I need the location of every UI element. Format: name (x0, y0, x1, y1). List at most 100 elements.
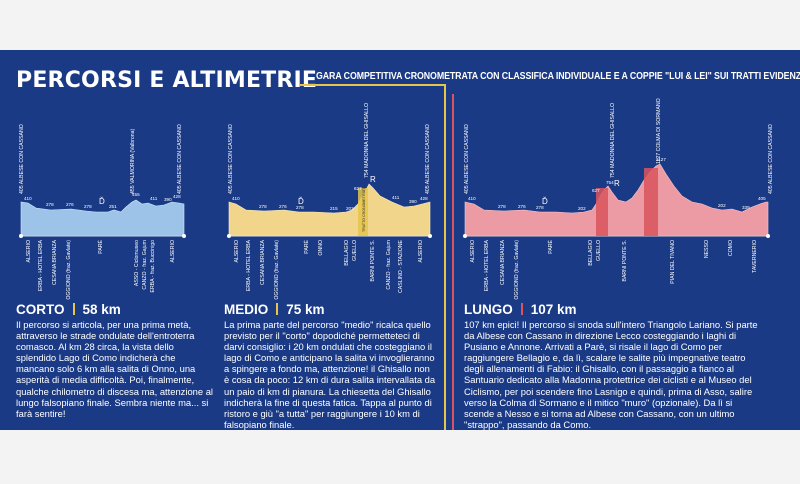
corto-place-9: ALSERIO (170, 240, 176, 263)
medio-timed-section (358, 188, 368, 236)
lungo-place-8: BARNI PONTE S. (622, 240, 628, 282)
medio-place-5: PARÈ (303, 239, 310, 253)
page-title: PERCORSI E ALTIMETRIE (16, 68, 318, 93)
medio-climb-label: TRATTO CRONOMETRATO (362, 186, 366, 232)
corto-place-3: CESANA BRIANZA (52, 239, 58, 285)
connector-line-lungo-v (452, 94, 454, 430)
lungo-place-1: ALSERIO (470, 240, 476, 263)
medio-peak-label: 754 MADONNA DEL GHISALLO (364, 103, 370, 178)
page-subtitle: GARA COMPETITIVA CRONOMETRATA CON CLASSI… (316, 70, 800, 82)
lungo-elev-6: 627 (592, 188, 600, 193)
corto-place-8: ERBA - fraz. Buccinigo (150, 240, 156, 293)
lungo-name: LUNGO (464, 302, 513, 317)
corto-elev-2: 278 (46, 202, 54, 207)
lungo-peak-label: 1127 COLMA DI SORMANO (656, 98, 662, 164)
medio-elev-8: 411 (392, 195, 400, 200)
connector-line-medio-h (300, 84, 445, 86)
lungo-heading: LUNGO 107 km (464, 302, 577, 317)
lungo-end-label: 405 ALBESE CON CASSANO (768, 124, 774, 194)
corto-end-label: 405 ALBESE CON CASSANO (177, 124, 183, 194)
medio-elev-6: 202 (346, 206, 354, 211)
medio-description: La prima parte del percorso "medio" rica… (224, 319, 436, 430)
lungo-elevation-profile: 405 ALBESE CON CASSANO 405 ALBESE CON CA… (463, 98, 774, 300)
lungo-profile-area (464, 163, 769, 237)
lungo-timed-section-2 (644, 168, 658, 236)
medio-elev-7: 627 (354, 186, 362, 191)
lungo-place-12: TAVERNERIO (752, 240, 758, 273)
fountain-icon: Ď (298, 197, 304, 206)
lungo-elev-7: 754 (606, 180, 614, 185)
medio-place-1: ALSERIO (234, 240, 240, 263)
corto-elev-8: 390 (164, 197, 172, 202)
medio-elev-4: 278 (296, 205, 304, 210)
fountain-icon: Ď (99, 197, 105, 206)
corto-place-1: ALSERIO (26, 240, 32, 263)
corto-elev-1: 410 (24, 196, 32, 201)
lungo-place-6: BELLAGIO (588, 240, 594, 266)
medio-elev-3: 276 (279, 204, 287, 209)
medio-name: MEDIO (224, 302, 269, 317)
corto-elev-3: 276 (66, 202, 74, 207)
corto-place-4: OGGIONO (fraz. Gavlate) (66, 240, 72, 300)
lungo-place-11: COMO (728, 240, 734, 256)
lungo-place-7: GUELLO (596, 240, 602, 261)
connector-line-medio-v (444, 84, 446, 430)
lungo-elev-4: 278 (536, 205, 544, 210)
lungo-elev-5: 202 (578, 206, 586, 211)
medio-place-2: ERBA - HOTEL ERBA (246, 239, 252, 291)
corto-start-label: 405 ALBESE CON CASSANO (19, 124, 25, 194)
lungo-place-5: PARÈ (547, 239, 554, 253)
corto-profile-area (20, 199, 185, 237)
lungo-place-2: ERBA - HOTEL ERBA (484, 239, 490, 291)
medio-heading: MEDIO 75 km (224, 302, 325, 317)
medio-place-4: OGGIONO (fraz. Gavlate) (274, 240, 280, 300)
medio-place-12: ALSERIO (418, 240, 424, 263)
medio-elev-1: 410 (232, 196, 240, 201)
lungo-distance: 107 km (530, 302, 577, 317)
fountain-icon: Ď (542, 197, 548, 206)
lungo-place-10: NESSO (704, 240, 710, 258)
medio-elev-2: 278 (259, 204, 267, 209)
medio-place-6: ONNO (318, 240, 324, 256)
medio-place-10: CANZO - fraz. Gajum (386, 240, 392, 290)
medio-place-3: CESANA BRIANZA (260, 239, 266, 285)
corto-place-5: PARÈ (97, 239, 104, 253)
corto-place-2: ERBA - HOTEL ERBA (38, 239, 44, 291)
medio-place-7: BELLAGIO (344, 240, 350, 266)
corto-place-7: CANZO - fraz. Gajum (142, 240, 148, 290)
medio-elevation-profile: 405 ALBESE CON CASSANO 405 ALBESE CON CA… (227, 103, 432, 300)
lungo-peak2-label: 754 MADONNA DEL GHISALLO (610, 103, 616, 178)
refreshment-icon: R (370, 175, 376, 184)
lungo-elev-10: 339 (742, 205, 750, 210)
corto-elevation-profile: 405 ALBESE CON CASSANO 405 ALBESE CON CA… (19, 124, 186, 300)
medio-start-label: 405 ALBESE CON CASSANO (228, 124, 234, 194)
corto-peak-label: 455 VALMORINA (Valbrona) (130, 128, 136, 194)
lungo-place-9: PIAN DEL TIVANO (670, 240, 676, 284)
lungo-description: 107 km epici! Il percorso si snoda sull'… (464, 319, 758, 430)
corto-elev-7: 411 (150, 196, 158, 201)
refreshment-icon: R (614, 179, 620, 188)
medio-elev-5: 215 (330, 206, 338, 211)
lungo-elev-8: 1127 (656, 157, 666, 162)
corto-name: CORTO (16, 302, 65, 317)
medio-end-label: 405 ALBESE CON CASSANO (425, 124, 431, 194)
lungo-start-label: 405 ALBESE CON CASSANO (464, 124, 470, 194)
corto-elev-4: 278 (84, 204, 92, 209)
lungo-elev-2: 278 (498, 204, 506, 209)
medio-place-9: BARNI PONTE S. (370, 240, 376, 282)
lungo-elev-3: 276 (518, 204, 526, 209)
medio-place-11: CASLINO - STAZIONE (398, 239, 404, 292)
corto-description: Il percorso si articola, per una prima m… (16, 319, 213, 419)
lungo-place-3: CESANA BRIANZA (500, 239, 506, 285)
lungo-elev-11: 405 (758, 196, 766, 201)
medio-place-8: GUELLO (352, 240, 358, 261)
lungo-elev-1: 410 (468, 196, 476, 201)
lungo-elev-9: 202 (718, 203, 726, 208)
medio-elev-10: 428 (420, 196, 428, 201)
medio-elev-9: 390 (409, 199, 417, 204)
lungo-place-4: OGGIONO (fraz. Gavlate) (514, 240, 520, 300)
corto-place-6: ASSO - Ciclomuseo (134, 240, 140, 286)
routes-panel: PERCORSI E ALTIMETRIE GARA COMPETITIVA C… (0, 50, 800, 430)
corto-elev-6: 455 (132, 192, 140, 197)
medio-distance: 75 km (286, 302, 325, 317)
